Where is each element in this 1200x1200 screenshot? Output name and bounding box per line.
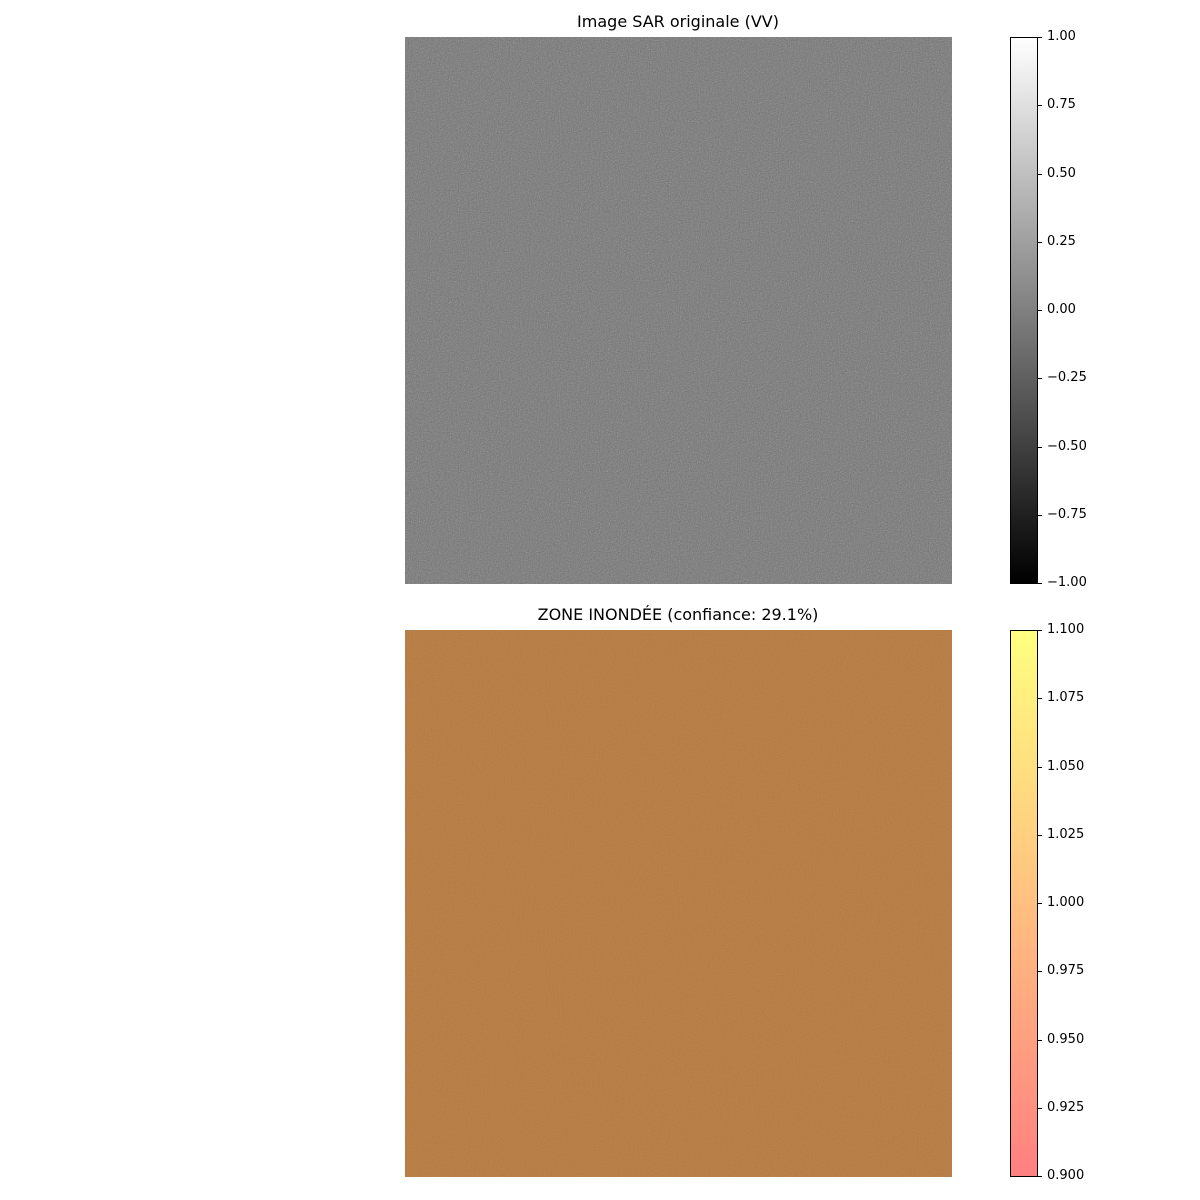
colorbar-tick-mark	[1038, 1176, 1042, 1177]
colorbar-tick-mark	[1038, 105, 1042, 107]
flood-colorbar	[1010, 630, 1038, 1177]
colorbar-tick-mark	[1038, 514, 1042, 516]
colorbar-tick-mark	[1038, 834, 1042, 836]
flood-zone-title: ZONE INONDÉE (confiance: 29.1%)	[537, 605, 819, 624]
flood-zone-image	[405, 630, 952, 1177]
colorbar-tick-mark	[1038, 903, 1042, 904]
colorbar-tick-mark	[1038, 583, 1042, 584]
colorbar-tick-label: −1.00	[1047, 575, 1087, 590]
colorbar-tick-label: 0.925	[1047, 1099, 1085, 1115]
sar-colorbar	[1010, 37, 1038, 584]
sar-image-title: Image SAR originale (VV)	[577, 12, 779, 31]
colorbar-tick-label: 1.050	[1047, 758, 1085, 774]
colorbar-tick-label: 0.50	[1047, 165, 1076, 181]
colorbar-tick-label: −0.25	[1047, 370, 1087, 386]
colorbar-tick-label: 1.100	[1047, 622, 1085, 637]
colorbar-tick-label: 0.975	[1047, 963, 1085, 979]
colorbar-tick-mark	[1038, 37, 1042, 38]
colorbar-tick-mark	[1038, 971, 1042, 973]
colorbar-tick-mark	[1038, 1039, 1042, 1041]
colorbar-tick-label: 0.950	[1047, 1031, 1085, 1047]
colorbar-tick-mark	[1038, 630, 1042, 631]
colorbar-tick-label: 0.00	[1047, 302, 1076, 317]
colorbar-tick-mark	[1038, 173, 1042, 175]
sar-colorbar-ticks: 1.00 0.75 0.50 0.25 0.00 −0.25 −0.50 −0.75 −1.00	[1038, 29, 1118, 590]
colorbar-tick-mark	[1038, 310, 1042, 311]
colorbar-tick-label: 0.900	[1047, 1168, 1085, 1183]
colorbar-tick-mark	[1038, 446, 1042, 448]
colorbar-tick-label: 0.25	[1047, 233, 1076, 249]
colorbar-tick-label: 1.025	[1047, 826, 1085, 842]
colorbar-tick-label: 1.000	[1047, 895, 1085, 910]
colorbar-tick-mark	[1038, 698, 1042, 700]
colorbar-tick-mark	[1038, 241, 1042, 243]
colorbar-tick-label: 1.00	[1047, 29, 1076, 44]
colorbar-tick-mark	[1038, 766, 1042, 768]
colorbar-tick-mark	[1038, 1107, 1042, 1109]
flood-zone-raster	[405, 630, 952, 1177]
sar-image	[405, 37, 952, 584]
sar-image-raster	[405, 37, 952, 584]
flood-colorbar-ticks: 1.100 1.075 1.050 1.025 1.000 0.975 0.950 0.925…	[1038, 622, 1118, 1183]
colorbar-tick-label: 1.075	[1047, 690, 1085, 706]
colorbar-tick-label: −0.50	[1047, 438, 1087, 454]
colorbar-tick-label: 0.75	[1047, 97, 1076, 113]
colorbar-tick-mark	[1038, 378, 1042, 380]
colorbar-tick-label: −0.75	[1047, 506, 1087, 522]
